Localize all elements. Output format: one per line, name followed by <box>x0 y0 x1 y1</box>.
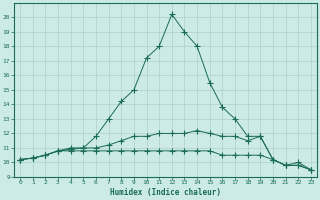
X-axis label: Humidex (Indice chaleur): Humidex (Indice chaleur) <box>110 188 221 197</box>
